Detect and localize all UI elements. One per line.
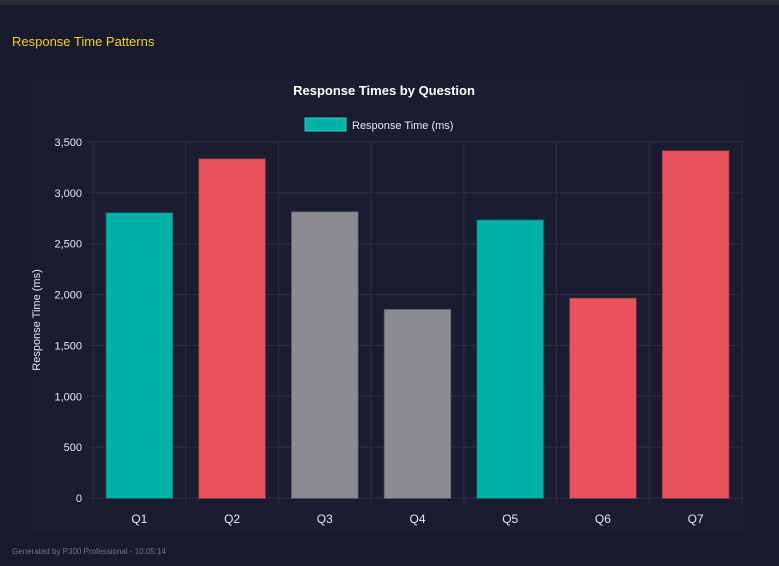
y-tick-label: 1,500 (54, 340, 82, 352)
x-tick-label: Q4 (409, 512, 425, 526)
x-tick-label: Q1 (131, 512, 147, 526)
bar-q3 (291, 211, 359, 499)
bar-q4 (383, 309, 452, 499)
bar-q7 (661, 150, 730, 499)
top-bar (0, 0, 779, 5)
bar-q1 (105, 212, 174, 499)
x-tick-label: Q5 (502, 512, 518, 526)
section-title: Response Time Patterns (12, 34, 155, 49)
y-tick-label: 2,000 (54, 290, 82, 302)
y-tick-label: 1,000 (54, 391, 82, 403)
x-tick-label: Q2 (224, 512, 240, 526)
bar-q6 (569, 297, 637, 499)
y-tick-label: 3,500 (54, 137, 82, 149)
bar-q2 (198, 158, 266, 499)
x-tick-label: Q7 (688, 512, 704, 526)
legend-label: Response Time (ms) (352, 120, 453, 132)
y-tick-label: 500 (64, 442, 82, 454)
footer-text: Generated by P300 Professional - 10:05:1… (12, 547, 166, 556)
y-axis-label: Response Time (ms) (31, 269, 43, 370)
y-tick-label: 2,500 (54, 239, 82, 251)
x-tick-label: Q3 (317, 512, 333, 526)
legend-swatch (304, 117, 347, 132)
x-tick-label: Q6 (595, 512, 611, 526)
y-tick-label: 3,000 (54, 188, 82, 200)
bar-q5 (476, 219, 544, 499)
y-tick-label: 0 (76, 493, 82, 505)
chart-title: Response Times by Question (293, 83, 475, 98)
